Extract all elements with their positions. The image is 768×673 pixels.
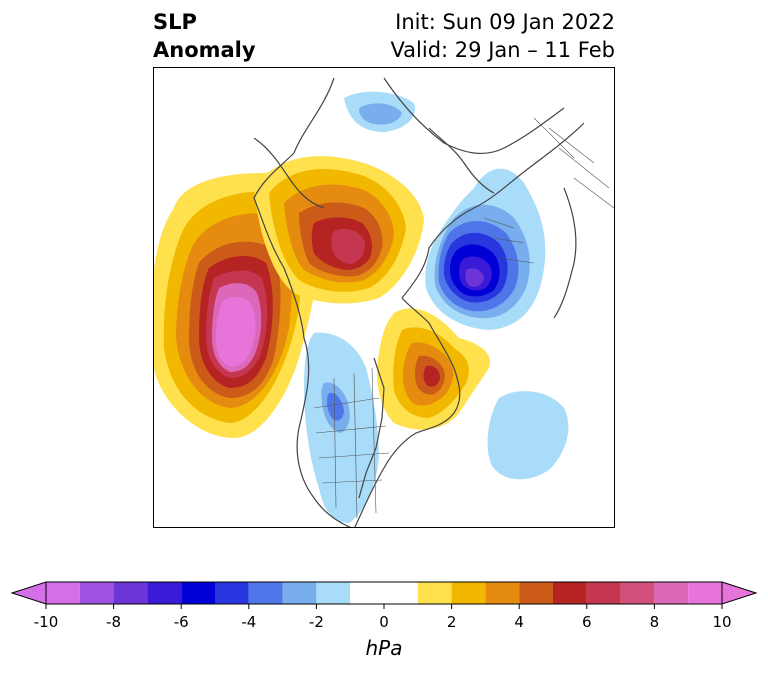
colorbar-ticks bbox=[45, 604, 723, 609]
colorbar-segment bbox=[485, 582, 520, 604]
title-line-2: Anomaly bbox=[153, 38, 256, 62]
colorbar-segment bbox=[181, 582, 215, 604]
atlantic-low-anomaly bbox=[487, 391, 569, 480]
colorbar-segment bbox=[113, 582, 148, 604]
forecast-dates: Init: Sun 09 Jan 2022 Valid: 29 Jan – 11… bbox=[390, 8, 615, 64]
colorbar-tick-label: 8 bbox=[649, 613, 660, 631]
colorbar-segments bbox=[46, 582, 722, 604]
colorbar-tick-label: 2 bbox=[446, 613, 457, 631]
colorbar-segment bbox=[654, 582, 689, 604]
atlantic-high-anomaly bbox=[377, 308, 490, 430]
colorbar-segment bbox=[620, 582, 655, 604]
colorbar-tick-label: 4 bbox=[514, 613, 524, 631]
colorbar-tick-label: -10 bbox=[33, 613, 59, 631]
colorbar-segment bbox=[350, 582, 418, 604]
colorbar-segment bbox=[586, 582, 621, 604]
colorbar-tick-label: 10 bbox=[712, 613, 732, 631]
map-panel bbox=[153, 67, 615, 528]
colorbar-segment bbox=[46, 582, 80, 604]
unit-label: hPa bbox=[365, 636, 403, 660]
anomaly-map bbox=[154, 77, 614, 527]
arctic-ocean-low-anomaly bbox=[344, 91, 415, 132]
arctic-high-anomaly bbox=[254, 156, 424, 304]
eurasia-low-anomaly bbox=[425, 168, 546, 330]
colorbar-tick-label: -4 bbox=[241, 613, 257, 631]
colorbar-extend-max bbox=[722, 582, 756, 604]
colorbar-segment bbox=[147, 582, 182, 604]
colorbar-outline-right bbox=[721, 581, 758, 605]
colorbar-segment bbox=[553, 582, 587, 604]
colorbar-tick-label: -8 bbox=[106, 613, 122, 631]
valid-date: Valid: 29 Jan – 11 Feb bbox=[390, 38, 615, 62]
colorbar-segment bbox=[215, 582, 249, 604]
state-borders bbox=[313, 117, 614, 519]
colorbar bbox=[0, 575, 768, 619]
colorbar-tick-label: 0 bbox=[379, 613, 389, 631]
colorbar-segment bbox=[688, 582, 722, 604]
init-date: Init: Sun 09 Jan 2022 bbox=[395, 10, 615, 34]
title-line-1: SLP bbox=[153, 10, 197, 34]
coastlines bbox=[253, 77, 585, 527]
colorbar-extend-min bbox=[12, 582, 46, 604]
west-us-low-anomaly bbox=[304, 332, 379, 523]
colorbar-segment bbox=[248, 582, 283, 604]
colorbar-tick-label: -6 bbox=[173, 613, 189, 631]
map-title: SLP Anomaly bbox=[153, 8, 256, 64]
colorbar-segment bbox=[79, 582, 114, 604]
colorbar-segment bbox=[451, 582, 486, 604]
colorbar-segment bbox=[417, 582, 452, 604]
colorbar-segment bbox=[519, 582, 553, 604]
colorbar-segment bbox=[282, 582, 317, 604]
colorbar-outline-left bbox=[10, 581, 47, 605]
colorbar-tick-label: -2 bbox=[308, 613, 324, 631]
colorbar-segment bbox=[316, 582, 351, 604]
colorbar-tick-label: 6 bbox=[582, 613, 592, 631]
